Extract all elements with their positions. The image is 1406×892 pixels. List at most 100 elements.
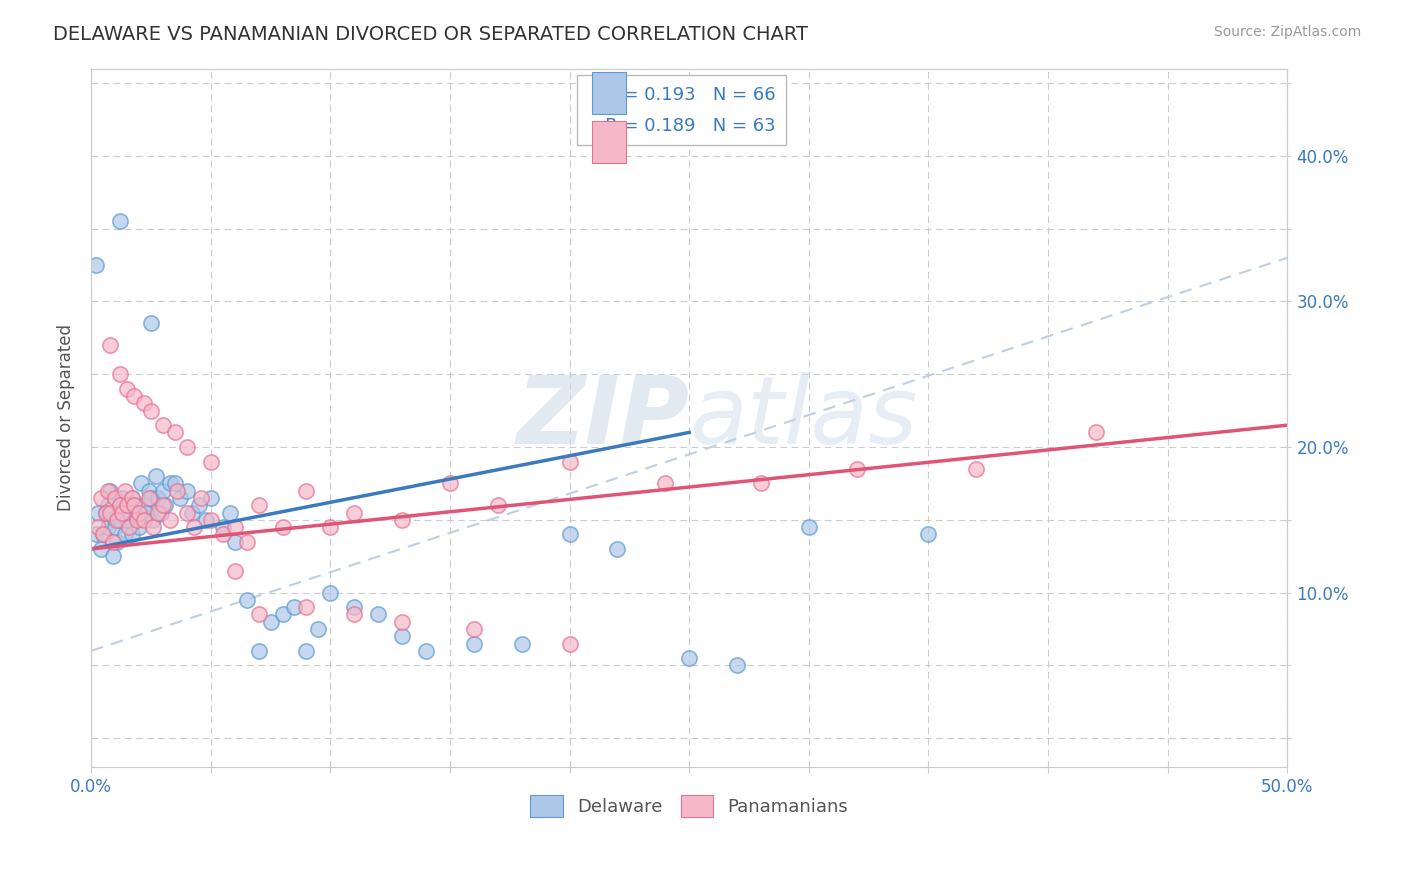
Point: [132, 513, 155, 527]
Point: [343, 506, 366, 520]
Point: [176, 483, 198, 498]
Point: [152, 483, 174, 498]
Point: [558, 636, 581, 650]
Point: [145, 469, 167, 483]
Point: [797, 520, 820, 534]
Point: [149, 506, 172, 520]
Point: [125, 513, 148, 527]
Point: [749, 476, 772, 491]
Point: [84, 527, 107, 541]
Point: [90, 541, 112, 556]
Point: [91, 527, 114, 541]
Point: [247, 644, 270, 658]
Point: [195, 513, 218, 527]
Point: [725, 658, 748, 673]
Point: [122, 389, 145, 403]
Legend: Delaware, Panamanians: Delaware, Panamanians: [523, 789, 855, 824]
Point: [135, 506, 157, 520]
Point: [97, 483, 120, 498]
Point: [319, 585, 342, 599]
Point: [118, 520, 141, 534]
Point: [391, 513, 413, 527]
Point: [108, 498, 131, 512]
Point: [606, 541, 628, 556]
Point: [200, 491, 222, 505]
Point: [163, 425, 186, 440]
Point: [128, 520, 150, 534]
Point: [115, 498, 138, 512]
Text: Source: ZipAtlas.com: Source: ZipAtlas.com: [1213, 25, 1361, 39]
Point: [84, 258, 107, 272]
Point: [122, 498, 145, 512]
Point: [247, 498, 270, 512]
Point: [98, 338, 121, 352]
Point: [111, 506, 134, 520]
Point: [139, 316, 162, 330]
Point: [108, 498, 131, 512]
Point: [200, 513, 222, 527]
Point: [159, 513, 181, 527]
Point: [132, 396, 155, 410]
Point: [169, 491, 191, 505]
Point: [138, 483, 160, 498]
Point: [917, 527, 939, 541]
Point: [118, 506, 141, 520]
Point: [142, 513, 165, 527]
Text: ZIP: ZIP: [516, 372, 689, 464]
Point: [247, 607, 270, 622]
Point: [121, 491, 143, 505]
Point: [200, 454, 222, 468]
Point: [152, 498, 174, 512]
Point: [108, 513, 131, 527]
FancyBboxPatch shape: [592, 72, 626, 114]
Y-axis label: Divorced or Separated: Divorced or Separated: [58, 325, 75, 511]
Point: [107, 513, 129, 527]
Point: [139, 491, 162, 505]
Point: [121, 491, 143, 505]
Point: [114, 483, 136, 498]
Point: [283, 600, 305, 615]
Point: [224, 564, 246, 578]
Point: [180, 506, 202, 520]
Point: [97, 498, 120, 512]
Point: [271, 607, 294, 622]
Point: [139, 403, 162, 417]
Point: [439, 476, 461, 491]
Point: [114, 527, 136, 541]
Point: [91, 527, 114, 541]
Point: [295, 644, 318, 658]
Point: [108, 368, 131, 382]
Point: [97, 520, 120, 534]
Point: [115, 513, 138, 527]
Point: [152, 418, 174, 433]
Point: [115, 382, 138, 396]
Point: [176, 506, 198, 520]
Point: [101, 534, 124, 549]
Point: [211, 520, 233, 534]
Point: [138, 491, 160, 505]
Point: [94, 506, 117, 520]
Point: [235, 592, 257, 607]
Point: [108, 214, 131, 228]
Point: [1084, 425, 1107, 440]
Point: [343, 607, 366, 622]
Point: [190, 491, 212, 505]
Point: [259, 615, 281, 629]
Point: [295, 483, 318, 498]
Point: [343, 600, 366, 615]
Point: [463, 636, 485, 650]
Point: [295, 600, 318, 615]
Point: [224, 520, 246, 534]
Point: [98, 506, 121, 520]
Point: [654, 476, 676, 491]
Point: [678, 651, 700, 665]
Point: [121, 527, 143, 541]
Point: [235, 534, 257, 549]
Point: [87, 520, 110, 534]
Point: [107, 534, 129, 549]
Point: [131, 476, 153, 491]
Point: [391, 629, 413, 643]
Point: [271, 520, 294, 534]
Text: atlas: atlas: [689, 372, 918, 463]
Point: [104, 491, 127, 505]
